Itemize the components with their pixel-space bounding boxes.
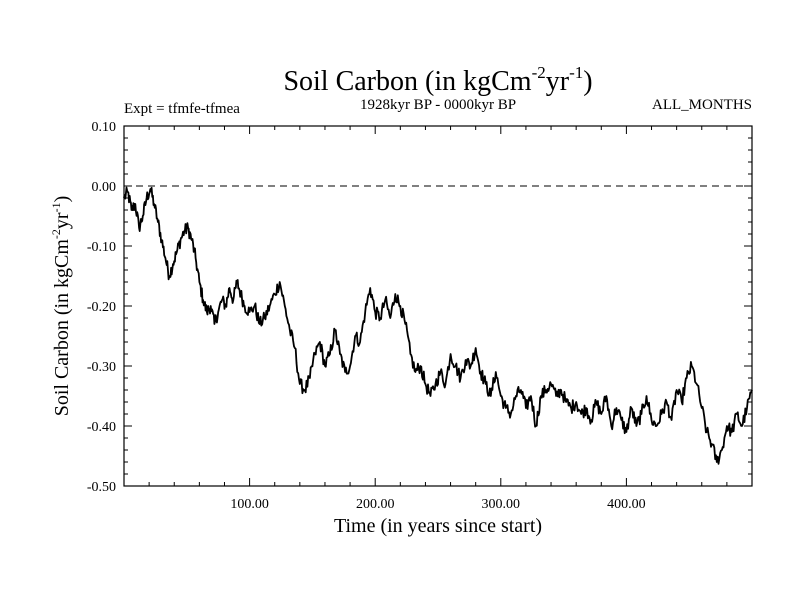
subtitle-experiment: Expt = tfmfe-tfmea bbox=[124, 101, 240, 117]
subtitle-time-range: 1928kyr BP - 0000kyr BP bbox=[360, 97, 516, 113]
y-axis-ticks: 0.10 0.00 -0.10 -0.20 -0.30 -0.40 -0.50 bbox=[87, 120, 752, 495]
y-axis-label: Soil Carbon (in kgCm-2yr-1) bbox=[49, 196, 73, 417]
plot-frame bbox=[123, 125, 753, 487]
x-axis-label: Time (in years since start) bbox=[334, 515, 542, 537]
x-tick-label: 400.00 bbox=[607, 497, 646, 512]
y-tick-label: -0.50 bbox=[87, 480, 116, 495]
subtitle-months: ALL_MONTHS bbox=[652, 97, 752, 113]
y-tick-label: -0.30 bbox=[87, 360, 116, 375]
x-tick-label: 200.00 bbox=[356, 497, 395, 512]
chart-title-exponent-1: -2 bbox=[532, 63, 546, 82]
y-axis-label-mid: yr bbox=[51, 212, 73, 229]
y-axis-label-exponent-2: -1 bbox=[49, 202, 63, 212]
y-axis-label-exponent-1: -2 bbox=[49, 229, 63, 239]
chart-title-end: ) bbox=[583, 66, 592, 97]
y-tick-label: -0.20 bbox=[87, 300, 116, 315]
x-tick-label: 300.00 bbox=[482, 497, 521, 512]
x-axis-ticks: 100.00 200.00 300.00 400.00 bbox=[123, 126, 753, 512]
y-tick-label: 0.10 bbox=[92, 120, 117, 135]
soil-carbon-series-line bbox=[123, 186, 753, 465]
chart-title-mid: yr bbox=[546, 66, 570, 97]
y-axis-label-main: Soil Carbon (in kgCm bbox=[51, 239, 73, 417]
y-tick-label: -0.10 bbox=[87, 240, 116, 255]
chart-title-main: Soil Carbon (in kgCm bbox=[283, 66, 531, 97]
x-tick-label: 100.00 bbox=[230, 497, 269, 512]
y-tick-label: -0.40 bbox=[87, 420, 116, 435]
y-tick-label: 0.00 bbox=[92, 180, 117, 195]
chart-title-exponent-2: -1 bbox=[569, 63, 583, 82]
y-axis-label-end: ) bbox=[51, 196, 73, 203]
chart-title: Soil Carbon (in kgCm-2yr-1) bbox=[283, 63, 592, 97]
